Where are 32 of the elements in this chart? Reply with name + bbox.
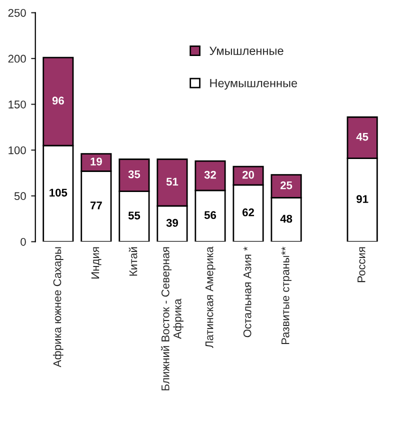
data-label: 105: [50, 188, 68, 197]
x-tick-label: Россия: [358, 247, 366, 282]
x-tick-label: Латинская Америка: [205, 246, 216, 348]
x-tick-label: Африка южнее Сахары: [53, 247, 64, 368]
legend-label: Умышленные: [210, 46, 284, 55]
data-label: 25: [280, 181, 292, 190]
data-label: 32: [204, 170, 216, 179]
data-label: 51: [166, 178, 178, 186]
data-label: 48: [280, 214, 292, 223]
x-tick-label: Развитые страны**: [282, 246, 292, 344]
x-tick-label: Остальная Азия *: [243, 246, 252, 338]
data-label: 35: [128, 170, 140, 178]
y-tick-label: 150: [8, 100, 26, 108]
data-label: 56: [204, 211, 216, 220]
data-label: 77: [90, 202, 102, 210]
y-tick-label: 200: [8, 54, 26, 63]
x-tick-label: Индия: [91, 247, 102, 278]
y-tick-label: 0: [20, 238, 26, 246]
y-tick-label: 50: [14, 192, 26, 200]
data-label: 62: [242, 208, 254, 216]
x-tick-label: Ближний Восток - Северная Африка: [160, 247, 184, 390]
data-label: 55: [128, 212, 140, 220]
x-tick-label: Китай: [128, 247, 138, 276]
data-label: 39: [166, 218, 178, 227]
y-tick-label: 250: [8, 8, 26, 17]
y-tick-label: 100: [8, 146, 26, 154]
data-label: 96: [52, 96, 64, 105]
data-label: 20: [242, 170, 254, 179]
data-label: 45: [356, 132, 368, 141]
data-label: 19: [90, 158, 102, 166]
data-label: 91: [356, 195, 368, 203]
legend-label: Неумышленные: [210, 79, 298, 90]
